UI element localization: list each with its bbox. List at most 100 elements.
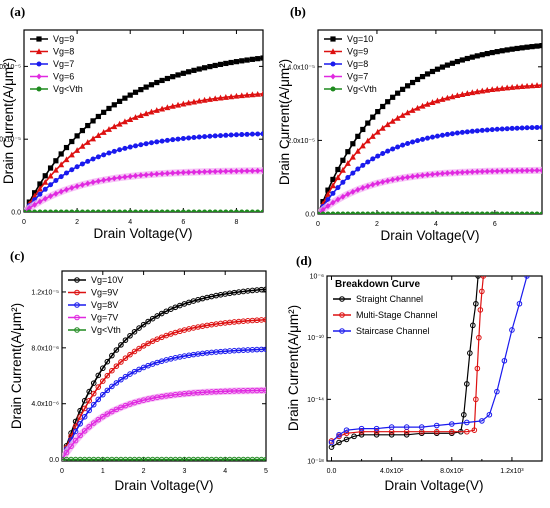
data-point [47, 172, 54, 179]
data-point [81, 428, 88, 434]
series-line-3 [62, 348, 266, 460]
data-point [122, 145, 128, 151]
data-point [454, 58, 460, 65]
data-point [474, 53, 480, 59]
data-point [201, 168, 208, 175]
data-point [449, 131, 455, 137]
data-point [118, 404, 124, 411]
data-point [489, 168, 495, 175]
data-point [158, 334, 165, 341]
data-point [131, 328, 138, 335]
data-point [127, 371, 133, 377]
data-point [373, 431, 380, 438]
data-point [95, 372, 102, 379]
data-point [118, 342, 124, 348]
data-point [464, 90, 471, 96]
data-point [328, 439, 335, 446]
data-point [539, 43, 542, 49]
data-point [186, 69, 192, 75]
data-point [534, 167, 540, 174]
data-point [136, 325, 142, 331]
data-point [509, 211, 515, 214]
data-point [464, 419, 470, 426]
data-point [519, 45, 525, 51]
data-point [122, 355, 129, 361]
data-point [159, 138, 165, 144]
data-point [395, 90, 401, 96]
data-point [484, 127, 490, 133]
data-point [191, 134, 197, 140]
data-point [228, 93, 235, 100]
data-point [464, 55, 470, 62]
data-point [449, 93, 456, 100]
data-point [138, 209, 144, 212]
data-point [350, 170, 356, 176]
y-axis-title: Drain Current(A/μm²) [1, 58, 16, 184]
x-tick-label: 8.0x10² [440, 468, 464, 475]
data-point [471, 427, 478, 433]
data-point [106, 209, 112, 212]
legend-marker [330, 73, 336, 80]
data-point [499, 126, 505, 132]
data-point [26, 209, 32, 212]
data-point [69, 138, 75, 145]
legend-marker [36, 61, 42, 67]
data-point [90, 380, 97, 386]
data-point [95, 209, 101, 212]
data-point [345, 174, 351, 180]
data-point [400, 142, 406, 148]
y-tick-label: 8.0x10⁻⁶ [31, 345, 59, 352]
data-point [90, 401, 97, 408]
x-axis-title: Drain Voltage(V) [384, 478, 483, 493]
data-point [190, 98, 197, 105]
data-point [489, 86, 496, 93]
panel-label: (a) [10, 4, 25, 19]
y-tick-label: 4.0x10⁻⁵ [0, 64, 21, 71]
data-point [539, 124, 542, 130]
data-point [464, 169, 470, 176]
data-point [201, 96, 208, 103]
legend-marker [74, 327, 80, 333]
data-point [127, 116, 134, 122]
data-point [439, 170, 446, 177]
data-point [459, 211, 465, 214]
data-point [439, 132, 445, 138]
data-point [212, 168, 218, 175]
data-point [118, 376, 124, 383]
data-point [42, 195, 48, 202]
data-point [77, 432, 83, 439]
plot-area [318, 43, 542, 214]
data-point [335, 211, 341, 214]
data-point [244, 91, 251, 98]
data-point [175, 72, 181, 78]
plot-area [62, 286, 266, 461]
data-point [238, 92, 245, 99]
data-point [340, 157, 346, 163]
data-point [380, 150, 386, 156]
data-point [479, 52, 485, 58]
data-point [136, 366, 142, 373]
data-point [369, 133, 376, 139]
data-point [132, 89, 139, 95]
data-point [138, 87, 144, 93]
data-point [324, 191, 331, 197]
y-tick-label: 10⁻⁶ [310, 274, 324, 281]
data-point [158, 310, 165, 317]
data-point [90, 209, 96, 212]
data-point [354, 147, 361, 154]
data-point [154, 209, 160, 212]
data-point [79, 209, 85, 212]
data-point [418, 424, 425, 430]
panel-a: (a) 0 2 4 6 8 0.0 2.0x10⁻⁵ 4.0x10⁻⁵ Drain Voltage… [0, 4, 264, 241]
data-point [168, 306, 174, 312]
data-point [454, 169, 460, 176]
data-point [529, 44, 535, 50]
x-tick-label: 6 [493, 221, 497, 228]
data-point [244, 57, 250, 63]
data-point [32, 201, 38, 208]
data-point [448, 421, 455, 427]
data-point [180, 209, 186, 212]
data-point [469, 168, 475, 175]
data-point [358, 428, 365, 435]
data-point [111, 148, 117, 154]
